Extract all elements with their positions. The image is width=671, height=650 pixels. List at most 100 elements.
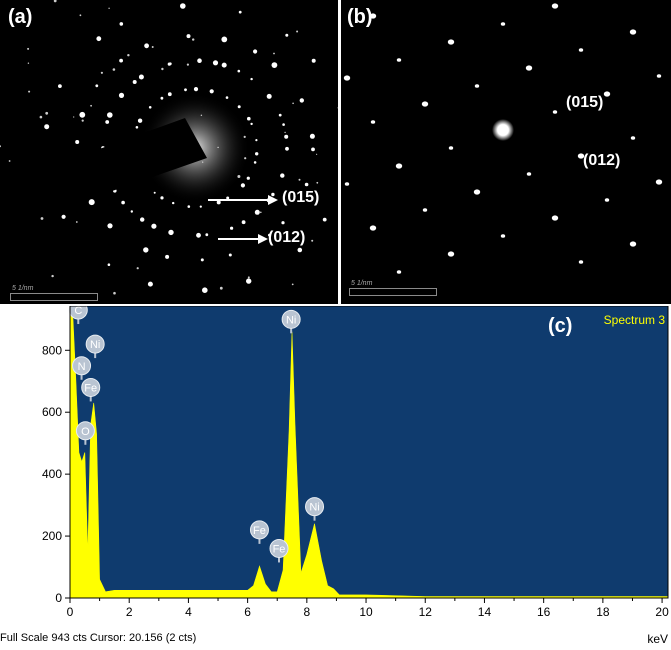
diffraction-spot	[217, 146, 219, 149]
diffraction-spot	[75, 221, 78, 223]
diffraction-spot	[284, 131, 286, 134]
diffraction-spot	[107, 112, 113, 118]
diffraction-spot	[225, 96, 229, 99]
x-tick-label: 4	[185, 605, 192, 619]
diffraction-spot	[160, 96, 164, 100]
diffraction-spot	[271, 192, 275, 197]
diffraction-spot	[254, 209, 260, 215]
diffraction-spot	[58, 84, 62, 88]
diffraction-spot	[228, 253, 232, 257]
diffraction-spot	[75, 140, 80, 144]
diffraction-spot	[209, 89, 214, 94]
diffraction-spot	[396, 58, 402, 62]
diffraction-spot	[309, 133, 315, 139]
diffraction-spot	[237, 175, 241, 178]
diffraction-spot	[395, 163, 403, 169]
diffraction-spot	[165, 254, 170, 259]
diffraction-spot	[79, 14, 82, 17]
diffraction-spot	[105, 120, 110, 124]
diffraction-spot	[153, 191, 156, 194]
plot-frame	[69, 305, 669, 599]
diffraction-spot	[180, 3, 186, 9]
peak-element-label: C	[74, 306, 82, 317]
diffraction-spot	[193, 87, 199, 92]
diffraction-spot	[551, 3, 559, 9]
annotation-012-b: (012)	[583, 152, 621, 169]
diffraction-spot	[107, 223, 113, 229]
diffraction-spot	[168, 229, 174, 236]
diffraction-spot	[604, 198, 610, 202]
y-tick-label: 400	[42, 467, 62, 481]
diffraction-spot	[322, 217, 327, 222]
peak-label-marker: Ni	[305, 497, 325, 521]
diffraction-spot	[370, 120, 376, 124]
diffraction-spot	[135, 126, 139, 129]
saed-pattern-b	[343, 3, 663, 274]
diffraction-spot	[119, 58, 123, 63]
beam-stopper	[0, 118, 207, 230]
diffraction-spot	[230, 226, 234, 230]
diffraction-spot	[90, 104, 92, 107]
y-tick-label: 600	[42, 405, 62, 419]
diffraction-spot	[205, 233, 209, 237]
diffraction-spot	[88, 199, 95, 206]
diffraction-spot	[271, 62, 278, 68]
diffraction-spot	[118, 92, 125, 98]
diffraction-spot	[268, 233, 271, 237]
diffraction-spot	[137, 118, 143, 123]
diffraction-spot	[200, 258, 204, 262]
diffraction-spot	[250, 77, 253, 81]
diffraction-spot	[285, 146, 289, 151]
diffraction-spot	[578, 48, 584, 52]
diffraction-spot	[187, 205, 191, 208]
x-tick-label: 20	[655, 605, 669, 619]
x-tick-label: 18	[596, 605, 610, 619]
diffraction-spot	[343, 75, 351, 81]
x-axis-unit: keV	[647, 632, 668, 646]
diffraction-spot	[284, 134, 289, 139]
diffraction-spot	[192, 38, 195, 41]
peak-label-marker: Ni	[281, 309, 301, 334]
diffraction-spot	[28, 90, 31, 93]
diffraction-spot	[369, 13, 377, 19]
diffraction-spot	[147, 281, 153, 287]
diffraction-spot	[112, 68, 116, 71]
peak-element-label: Ni	[90, 339, 100, 351]
diffraction-spot	[168, 62, 172, 66]
diffraction-spot	[151, 46, 154, 48]
x-tick-label: 0	[67, 605, 74, 619]
diffraction-spot	[127, 54, 130, 57]
diffraction-spot	[219, 286, 223, 290]
diffraction-spot	[196, 232, 201, 238]
diffraction-spot	[81, 119, 84, 122]
diffraction-spot	[237, 69, 241, 73]
diffraction-spot	[296, 30, 299, 33]
diffraction-spot	[51, 274, 54, 278]
peak-element-label: Fe	[84, 382, 97, 394]
diffraction-spot	[629, 241, 637, 247]
diffraction-spot	[197, 58, 202, 63]
diffraction-spot	[240, 183, 245, 188]
saed-panel-a: (a) (015) (012) 5 1/nm	[0, 0, 338, 304]
diffraction-spot	[422, 208, 428, 212]
diffraction-spot	[121, 200, 125, 205]
diffraction-spot	[95, 84, 99, 88]
diffraction-spot	[500, 234, 506, 238]
diffraction-spot	[202, 287, 208, 294]
x-tick-label: 6	[244, 605, 251, 619]
diffraction-spot	[132, 80, 137, 84]
diffraction-spot	[73, 116, 75, 118]
diffraction-spot	[273, 52, 275, 55]
diffraction-spot	[578, 260, 584, 264]
diffraction-spot	[244, 157, 247, 160]
central-beam	[492, 119, 514, 141]
diffraction-spot	[119, 22, 124, 26]
spectrum-series	[69, 305, 669, 599]
peak-label-marker: Ni	[85, 334, 105, 359]
diffraction-spot	[285, 33, 289, 37]
diffraction-spot	[0, 145, 1, 148]
diffraction-spot	[246, 278, 252, 284]
diffraction-spot	[344, 182, 350, 186]
spectrum-legend: Spectrum 3	[604, 313, 666, 327]
